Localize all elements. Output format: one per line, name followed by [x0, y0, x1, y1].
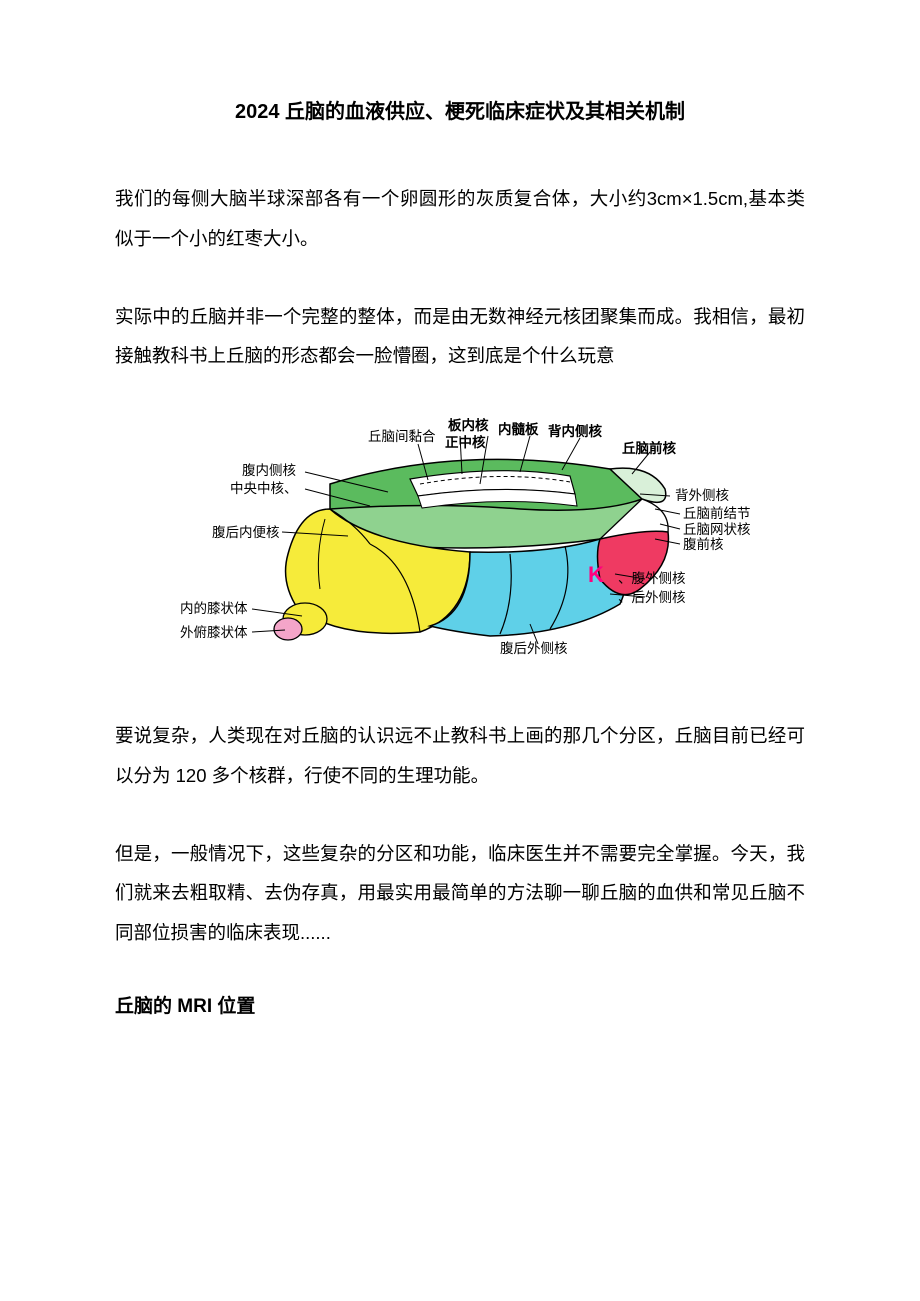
label-interthalamic: 丘脑间黏合	[368, 430, 436, 444]
label-vpm: 腹后内便核	[212, 526, 280, 540]
thalamus-diagram: 丘脑间黏合 板内核 正中核 内髓板 背内侧核 丘脑前核 腹内侧核 中央中核、 腹…	[115, 414, 805, 674]
label-ventromedial: 腹内侧核	[242, 464, 296, 478]
label-lateral-geniculate: 外俯膝状体	[180, 626, 248, 640]
label-anterior-tubercle: 丘脑前结节	[683, 507, 751, 521]
label-posterolateral: 、后外侧核	[618, 591, 686, 605]
label-intralaminar: 板内核	[448, 419, 489, 433]
section-heading-mri: 丘脑的 MRI 位置	[115, 991, 805, 1018]
k-mark: K	[588, 562, 604, 588]
page-title: 2024 丘脑的血液供应、梗死临床症状及其相关机制	[115, 95, 805, 124]
label-median: 正中核	[445, 436, 486, 450]
label-vpl: 腹后外侧核	[500, 642, 568, 656]
paragraph-3: 要说复杂，人类现在对丘脑的认识远不止教科书上画的那几个分区，丘脑目前已经可以分为…	[115, 716, 805, 796]
label-dorsolateral: 背外侧核	[675, 489, 729, 503]
label-ventral-anterior: 腹前核	[683, 538, 724, 552]
label-centromedian: 中央中核、	[230, 482, 298, 496]
label-ventrolateral: 、腹外侧核	[618, 572, 686, 586]
paragraph-1: 我们的每侧大脑半球深部各有一个卵圆形的灰质复合体，大小约3cm×1.5cm,基本…	[115, 179, 805, 259]
label-medial-geniculate: 内的膝状体	[180, 602, 248, 616]
paragraph-2: 实际中的丘脑并非一个完整的整体，而是由无数神经元核团聚集而成。我相信，最初接触教…	[115, 297, 805, 377]
label-reticular: 丘脑网状核	[683, 523, 751, 537]
paragraph-4: 但是，一般情况下，这些复杂的分区和功能，临床医生并不需要完全掌握。今天，我们就来…	[115, 834, 805, 953]
label-medullary: 内髓板	[498, 423, 539, 437]
label-dorsomedial: 背内侧核	[548, 425, 602, 439]
label-anterior-nucleus: 丘脑前核	[622, 442, 676, 456]
